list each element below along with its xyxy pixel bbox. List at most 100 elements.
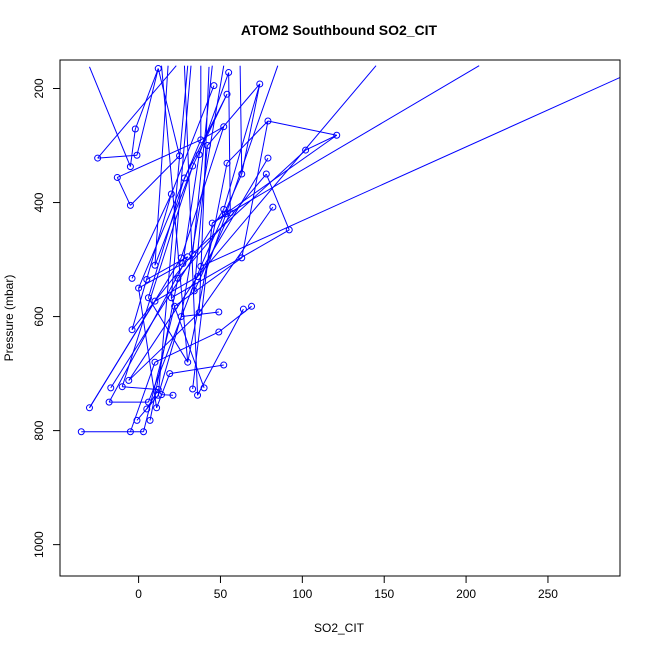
y-tick-label: 400 (32, 192, 46, 212)
data-point (154, 386, 162, 394)
data-point (184, 358, 192, 366)
chart-title: ATOM2 Southbound SO2_CIT (241, 22, 438, 38)
series-segment (170, 85, 215, 195)
series-segment (134, 68, 159, 130)
series-segment (147, 297, 189, 363)
data-point (176, 152, 184, 160)
data-point (174, 274, 182, 282)
data-point (238, 170, 246, 178)
y-tick-label: 800 (32, 420, 46, 440)
data-point (195, 309, 203, 317)
series-segment (128, 312, 200, 381)
series-segment (192, 149, 306, 255)
series-segment (241, 120, 269, 258)
series-segment (161, 65, 189, 363)
series-segment (121, 165, 194, 387)
series-segment (108, 256, 189, 403)
y-axis-label: Pressure (mbar) (2, 275, 16, 362)
data-point (77, 428, 85, 436)
series-segment (136, 68, 159, 156)
data-point (177, 313, 185, 321)
data-point (215, 328, 223, 336)
series-segment (128, 276, 198, 381)
data-point (144, 294, 152, 302)
data-point (194, 391, 202, 399)
series-segment (89, 257, 182, 409)
series-segment (157, 68, 181, 156)
data-point (126, 201, 134, 209)
data-point (107, 384, 115, 392)
y-tick-label: 1000 (32, 531, 46, 558)
data-point (167, 294, 175, 302)
data-point (169, 391, 177, 399)
data-point (118, 383, 126, 391)
data-point (143, 276, 151, 284)
data-point (264, 117, 272, 125)
data-point (166, 370, 174, 378)
data-point (135, 284, 143, 292)
series-segment (129, 362, 156, 432)
series-segment (138, 263, 184, 289)
x-tick-label: 100 (292, 587, 312, 601)
series-segment (181, 311, 219, 318)
data-point (153, 404, 161, 412)
series-segment (265, 173, 290, 231)
data-point (189, 385, 197, 393)
series-segment (212, 65, 480, 224)
y-axis: 200 400 600 800 1000 (32, 78, 61, 558)
data-point (208, 219, 216, 227)
series-segment (174, 257, 243, 307)
data-point (248, 302, 256, 310)
data-point (200, 384, 208, 392)
data-point (85, 404, 93, 412)
data-point (140, 428, 148, 436)
data-point (131, 125, 139, 133)
series-segment (154, 65, 169, 266)
series-segment (211, 134, 338, 224)
x-tick-label: 200 (456, 587, 476, 601)
series-segment (170, 65, 192, 298)
data-point (190, 287, 198, 295)
data-point (167, 190, 175, 198)
data-point (151, 297, 159, 305)
data-point (197, 136, 205, 144)
series-segment (206, 83, 261, 146)
series-segment (143, 306, 176, 432)
series-segment (130, 155, 180, 206)
series-lines (81, 65, 620, 433)
series-segment (200, 76, 620, 267)
data-point (269, 203, 277, 211)
series-segment (138, 287, 158, 408)
series-segment (170, 297, 205, 389)
series-segment (97, 65, 177, 159)
series-segment (122, 386, 159, 391)
data-point (333, 131, 341, 139)
y-tick-label: 200 (32, 78, 46, 98)
data-point (151, 261, 159, 269)
series-segment (180, 65, 225, 317)
series-segment (136, 394, 159, 421)
data-point (220, 205, 228, 213)
data-point (143, 405, 151, 413)
data-point (125, 376, 133, 384)
data-point (94, 154, 102, 162)
data-point (189, 162, 197, 170)
x-axis-label: SO2_CIT (314, 621, 365, 635)
series-segment (305, 134, 337, 151)
series-segment (239, 65, 243, 175)
data-point (113, 173, 121, 181)
series-segment (147, 177, 185, 298)
data-point (144, 398, 152, 406)
data-point (189, 250, 197, 258)
series-segment (131, 193, 172, 279)
x-axis: 0 50 100 150 200 250 (135, 575, 558, 601)
data-point (177, 254, 185, 262)
data-point (226, 209, 234, 217)
series-segment (116, 177, 131, 206)
data-point (262, 170, 270, 178)
series-segment (97, 154, 137, 159)
x-tick-label: 50 (214, 587, 228, 601)
series-segment (267, 120, 337, 136)
data-point (220, 123, 228, 131)
series-segment (89, 66, 131, 167)
